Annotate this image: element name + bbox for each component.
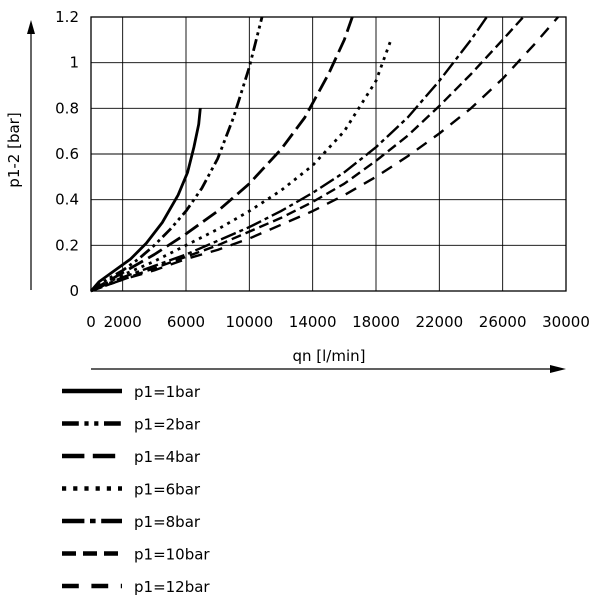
series-line-2 <box>90 16 264 293</box>
legend-label-2: p1=2bar <box>134 416 201 434</box>
y-tick-label: 0.6 <box>55 145 79 163</box>
series-line-7 <box>90 16 560 293</box>
series-lines <box>89 16 560 293</box>
legend-label-4: p1=6bar <box>134 481 201 499</box>
y-axis-label: p1-2 [bar] <box>5 112 23 187</box>
plot-frame <box>90 16 567 292</box>
series-line-4 <box>90 37 394 293</box>
series-line-1 <box>89 108 202 292</box>
x-tick-label: 6000 <box>167 313 205 331</box>
x-tick-label: 10000 <box>225 313 273 331</box>
x-tick-label: 26000 <box>479 313 527 331</box>
series-line-6 <box>90 16 525 293</box>
legend-label-5: p1=8bar <box>134 513 201 531</box>
y-tick-label: 0.2 <box>55 236 79 254</box>
y-axis-arrowhead <box>27 20 35 34</box>
series-line-5 <box>90 16 488 293</box>
legend: p1=1bar p1=2bar p1=4bar p1=6bar p1=8bar p1=10… <box>62 383 210 596</box>
series-line-3 <box>90 16 354 293</box>
y-tick-label: 0.4 <box>55 191 79 209</box>
x-tick-label: 0 <box>86 313 96 331</box>
legend-label-3: p1=4bar <box>134 448 201 466</box>
x-axis-label: qn [l/min] <box>292 347 365 365</box>
x-tick-label: 14000 <box>289 313 337 331</box>
x-tick-label: 30000 <box>542 313 590 331</box>
x-tick-label: 22000 <box>415 313 463 331</box>
y-tick-label: 1 <box>69 54 79 72</box>
legend-label-1: p1=1bar <box>134 383 201 401</box>
y-tick-label: 1.2 <box>55 8 79 26</box>
x-axis-arrowhead <box>550 365 566 373</box>
x-tick-label: 18000 <box>352 313 400 331</box>
y-tick-label: 0.8 <box>55 99 79 117</box>
legend-label-7: p1=12bar <box>134 578 210 596</box>
grid <box>91 17 566 291</box>
x-tick-label: 2000 <box>104 313 142 331</box>
legend-label-6: p1=10bar <box>134 546 210 564</box>
tick-labels: 0 2000 6000 10000 14000 18000 22000 26000 30000 0… <box>55 8 590 331</box>
y-tick-label: 0 <box>69 282 79 300</box>
